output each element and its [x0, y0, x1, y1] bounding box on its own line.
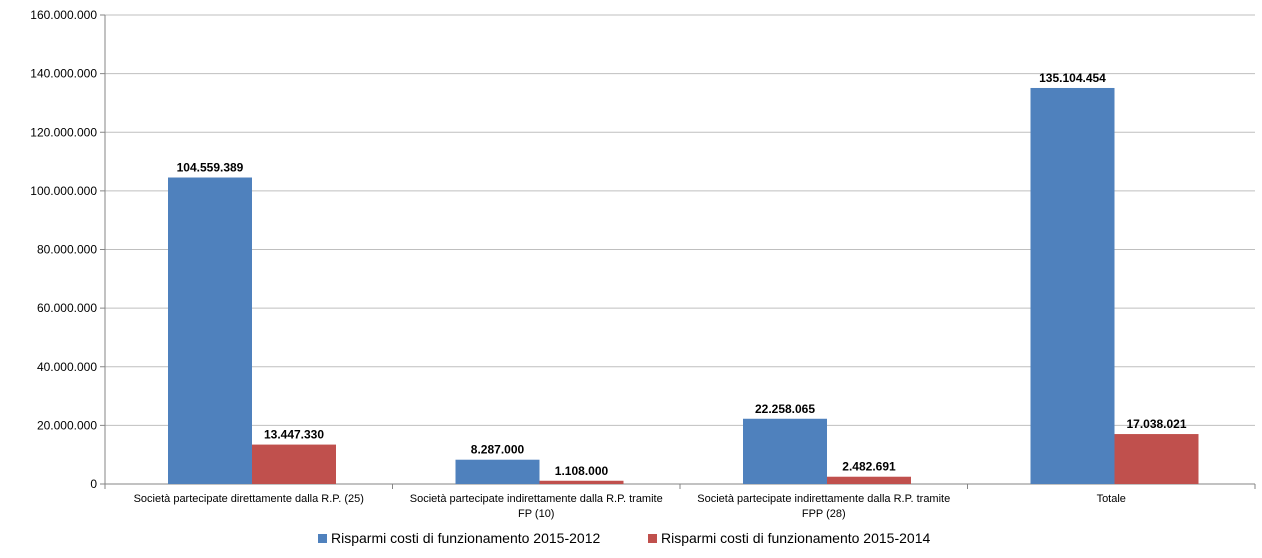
bar: [743, 418, 827, 484]
data-label: 8.287.000: [471, 443, 525, 457]
data-label: 17.038.021: [1126, 417, 1186, 431]
data-label: 135.104.454: [1039, 71, 1106, 85]
bar: [1030, 87, 1115, 484]
y-tick-label: 20.000.000: [37, 418, 97, 432]
data-label: 22.258.065: [755, 402, 815, 416]
y-tick-label: 140.000.000: [30, 67, 97, 81]
y-tick-label: 0: [90, 477, 97, 491]
bar: [455, 459, 540, 484]
legend-swatch: [648, 534, 657, 543]
bar: [539, 480, 624, 484]
y-tick-label: 80.000.000: [37, 243, 97, 257]
legend-swatch: [318, 534, 327, 543]
y-tick-label: 160.000.000: [30, 8, 97, 22]
data-label: 13.447.330: [264, 428, 324, 442]
data-label: 104.559.389: [177, 161, 244, 175]
data-label: 1.108.000: [555, 464, 609, 478]
data-label: 2.482.691: [842, 460, 896, 474]
legend-label: Risparmi costi di funzionamento 2015-201…: [331, 530, 600, 546]
x-tick-label: Società partecipate indirettamente dalla…: [410, 493, 663, 505]
y-tick-label: 120.000.000: [30, 125, 97, 139]
x-tick-label: Società partecipate direttamente dalla R…: [134, 493, 364, 505]
y-tick-label: 60.000.000: [37, 301, 97, 315]
bar: [827, 476, 911, 484]
legend-label: Risparmi costi di funzionamento 2015-201…: [661, 530, 930, 546]
y-tick-label: 100.000.000: [30, 184, 97, 198]
x-tick-label: FP (10): [518, 508, 554, 520]
bar: [168, 177, 252, 484]
x-tick-label: Totale: [1097, 493, 1126, 505]
bar: [1114, 434, 1199, 484]
x-tick-label: FPP (28): [802, 508, 846, 520]
y-tick-label: 40.000.000: [37, 360, 97, 374]
x-tick-label: Società partecipate indirettamente dalla…: [697, 493, 950, 505]
bar: [252, 444, 336, 484]
